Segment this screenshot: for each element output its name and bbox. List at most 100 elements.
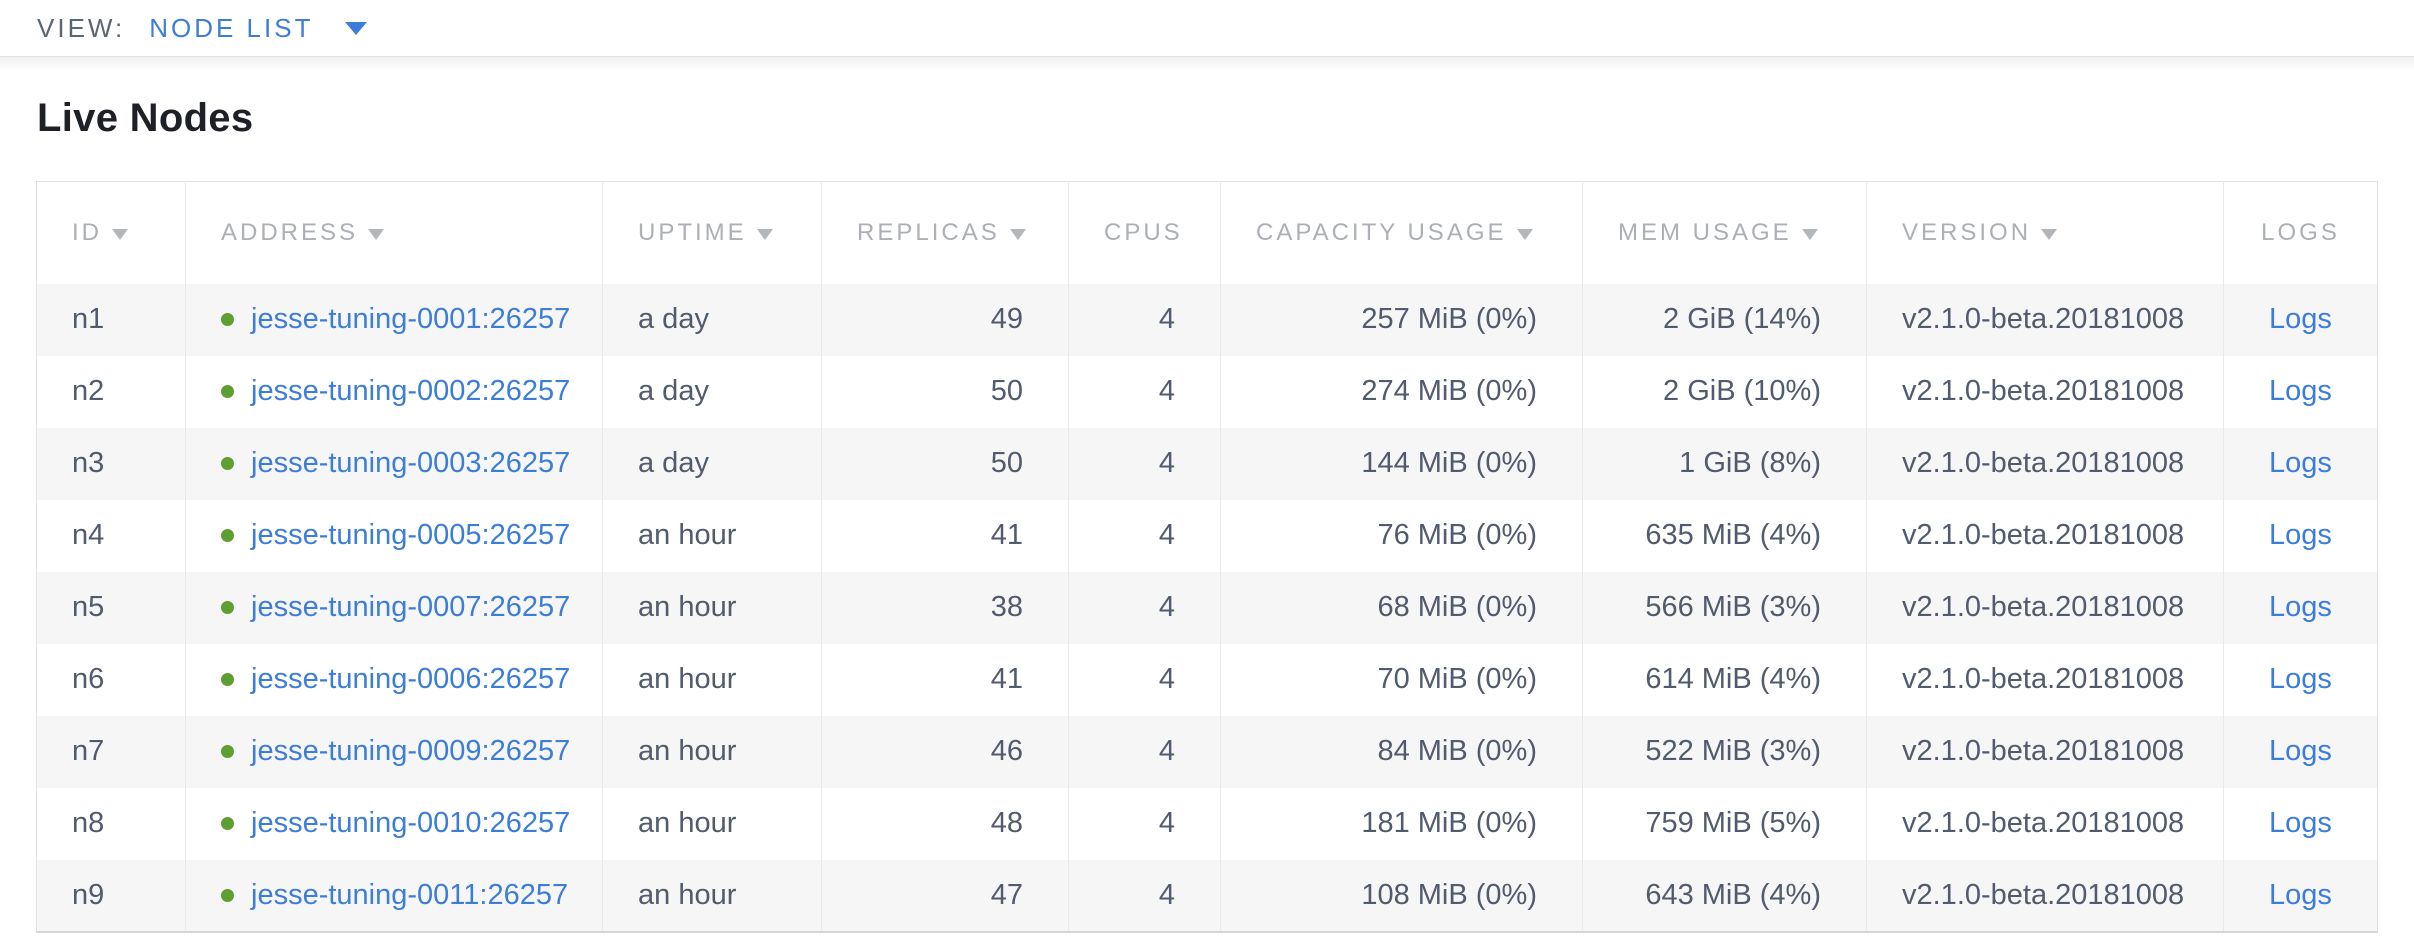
node-cpus-cell: 4 [1068,499,1221,572]
node-cpus-cell: 4 [1068,787,1221,860]
topbar-shadow [0,57,2414,72]
node-capacity-usage-cell: 274 MiB (0%) [1220,355,1583,428]
node-address-link[interactable]: jesse-tuning-0009:26257 [251,735,571,767]
node-id-cell: n3 [72,447,105,479]
node-address-link[interactable]: jesse-tuning-0006:26257 [251,663,571,695]
node-cpus-cell: 4 [1068,427,1221,500]
node-capacity-usage-cell: 257 MiB (0%) [1220,283,1583,356]
node-uptime-cell: an hour [602,787,822,860]
node-version-cell: v2.1.0-beta.20181008 [1866,571,2224,644]
node-live-status-icon [221,888,234,902]
logs-link[interactable]: Logs [2269,447,2332,479]
node-address-cell: jesse-tuning-0003:26257 [185,427,603,500]
column-header-replicas[interactable]: REPLICAS [821,181,1069,284]
node-address-link[interactable]: jesse-tuning-0001:26257 [251,303,571,335]
column-header-id[interactable]: ID [36,181,186,284]
column-header-mem-usage[interactable]: MEM USAGE [1582,181,1867,284]
node-address-cell: jesse-tuning-0005:26257 [185,499,603,572]
sort-arrow-icon [1516,228,1533,240]
column-header-capacity-usage[interactable]: CAPACITY USAGE [1220,181,1583,284]
live-nodes-table: ID ADDRESS UPTIME REPLICAS CPUS CAPACITY… [36,181,2414,933]
node-replicas-cell: 46 [821,715,1069,788]
logs-link[interactable]: Logs [2269,375,2332,407]
logs-link[interactable]: Logs [2269,735,2332,767]
logs-link[interactable]: Logs [2269,303,2332,335]
node-live-status-icon [221,817,234,830]
node-logs-cell: Logs [2223,787,2378,860]
node-live-status-icon [221,745,234,758]
logs-link[interactable]: Logs [2269,878,2332,911]
node-live-status-icon [221,457,234,470]
node-live-status-icon [221,313,234,326]
node-cpus-cell: 4 [1068,643,1221,716]
node-address-link[interactable]: jesse-tuning-0007:26257 [251,591,571,623]
node-address-link[interactable]: jesse-tuning-0005:26257 [251,519,571,551]
node-id-cell: n1 [72,303,105,335]
logs-link[interactable]: Logs [2269,663,2332,695]
node-row: n9 jesse-tuning-0011:26257 an hour 47 4 … [36,859,2378,932]
node-logs-cell: Logs [2223,283,2378,356]
node-mem-usage-cell: 643 MiB (4%) [1582,859,1867,932]
column-header-address[interactable]: ADDRESS [185,181,603,284]
node-version-cell: v2.1.0-beta.20181008 [1866,787,2224,860]
node-logs-cell: Logs [2223,643,2378,716]
node-replicas-cell: 38 [821,571,1069,644]
sort-arrow-icon [1009,228,1026,240]
node-replicas-cell: 47 [821,859,1069,932]
node-id-cell: n6 [72,663,105,695]
sort-arrow-icon [368,228,385,240]
view-selector-dropdown[interactable]: NODE LIST [149,12,368,44]
view-selector-value: NODE LIST [149,12,314,43]
logs-link[interactable]: Logs [2269,519,2332,551]
table-header-row: ID ADDRESS UPTIME REPLICAS CPUS CAPACITY… [36,181,2378,284]
node-address-link[interactable]: jesse-tuning-0011:26257 [251,878,569,911]
node-address-cell: jesse-tuning-0009:26257 [185,715,603,788]
node-mem-usage-cell: 2 GiB (10%) [1582,355,1867,428]
node-mem-usage-cell: 2 GiB (14%) [1582,283,1867,356]
node-uptime-cell: a day [602,355,822,428]
node-id-cell: n2 [72,375,105,407]
node-uptime-cell: an hour [602,715,822,788]
node-uptime-cell: an hour [602,499,822,572]
node-address-link[interactable]: jesse-tuning-0003:26257 [251,447,571,479]
node-id-cell: n8 [72,807,105,839]
sort-arrow-icon [1801,228,1818,240]
logs-link[interactable]: Logs [2269,807,2332,839]
node-mem-usage-cell: 614 MiB (4%) [1582,643,1867,716]
node-capacity-usage-cell: 108 MiB (0%) [1220,859,1583,932]
node-id-cell: n9 [72,878,105,911]
node-version-cell: v2.1.0-beta.20181008 [1866,643,2224,716]
node-logs-cell: Logs [2223,715,2378,788]
node-capacity-usage-cell: 84 MiB (0%) [1220,715,1583,788]
node-row: n5 jesse-tuning-0007:26257 an hour 38 4 … [36,571,2378,644]
node-address-link[interactable]: jesse-tuning-0010:26257 [251,807,571,839]
logs-link[interactable]: Logs [2269,591,2332,623]
node-uptime-cell: a day [602,427,822,500]
column-header-uptime[interactable]: UPTIME [602,181,822,284]
node-replicas-cell: 50 [821,355,1069,428]
node-id-cell: n7 [72,735,105,767]
caret-down-icon [345,21,368,35]
node-row: n8 jesse-tuning-0010:26257 an hour 48 4 … [37,787,2378,860]
node-id-cell: n5 [72,591,105,623]
node-version-cell: v2.1.0-beta.20181008 [1866,859,2224,932]
view-bar-label: VIEW: [37,12,126,43]
table-body: n1 jesse-tuning-0001:26257 a day 49 4 25… [36,283,2378,932]
node-logs-cell: Logs [2223,499,2378,572]
node-live-status-icon [221,385,234,398]
node-address-link[interactable]: jesse-tuning-0002:26257 [251,375,571,407]
node-address-cell: jesse-tuning-0011:26257 [185,859,603,932]
node-capacity-usage-cell: 181 MiB (0%) [1220,787,1583,860]
node-live-status-icon [221,673,234,686]
column-header-version[interactable]: VERSION [1866,181,2224,284]
node-version-cell: v2.1.0-beta.20181008 [1866,283,2224,356]
node-version-cell: v2.1.0-beta.20181008 [1866,355,2224,428]
node-uptime-cell: an hour [602,571,822,644]
column-header-logs: LOGS [2223,181,2378,284]
node-address-cell: jesse-tuning-0002:26257 [185,355,603,428]
view-bar: VIEW: NODE LIST [0,0,2414,57]
node-address-cell: jesse-tuning-0006:26257 [185,643,603,716]
node-mem-usage-cell: 522 MiB (3%) [1582,715,1867,788]
sort-arrow-icon [2041,228,2058,240]
node-mem-usage-cell: 566 MiB (3%) [1582,571,1867,644]
